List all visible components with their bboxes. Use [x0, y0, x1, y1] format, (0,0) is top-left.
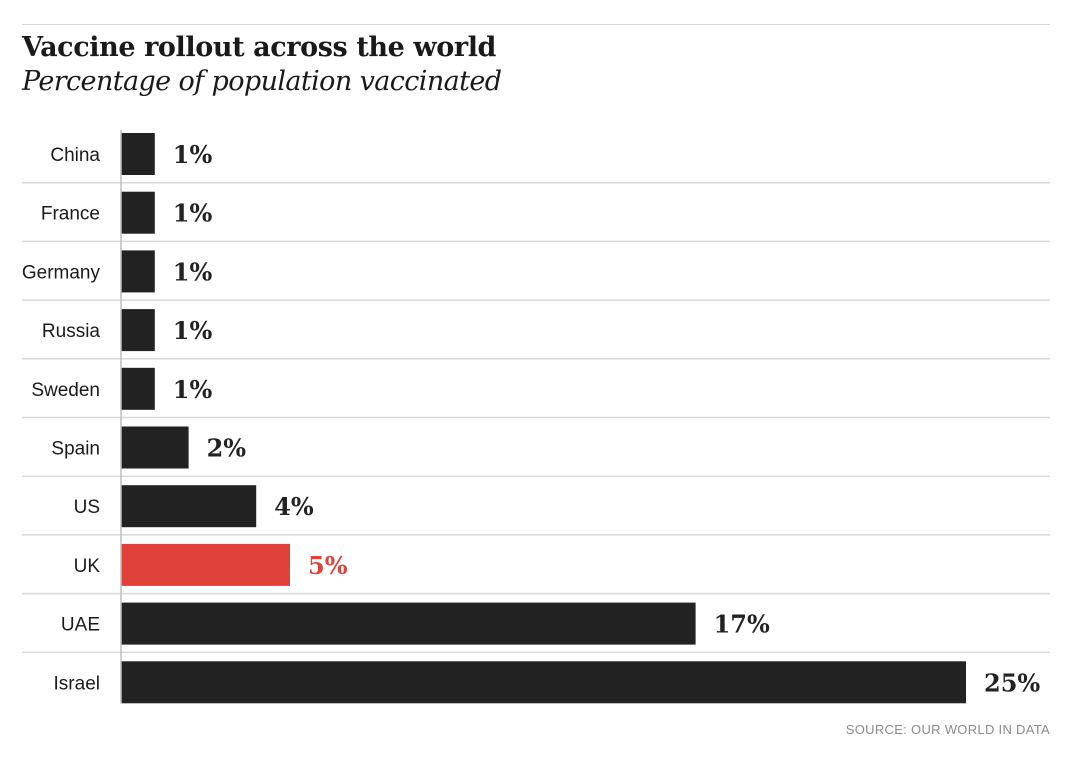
- bar: [121, 367, 155, 410]
- bar: [121, 191, 155, 234]
- value-label: 1%: [173, 375, 213, 404]
- value-label: 1%: [173, 316, 213, 345]
- category-label: Russia: [42, 321, 101, 342]
- bar: [121, 426, 189, 469]
- bar-highlight: [121, 543, 290, 586]
- category-label: US: [74, 497, 100, 518]
- top-rule: [22, 24, 1050, 25]
- bar: [121, 485, 257, 528]
- category-label: Sweden: [31, 380, 100, 401]
- value-label: 4%: [274, 492, 314, 521]
- value-label: 1%: [173, 140, 213, 169]
- category-label: China: [50, 145, 100, 166]
- category-label: France: [41, 204, 100, 225]
- chart-subtitle: Percentage of population vaccinated: [22, 66, 502, 97]
- chart-title: Vaccine rollout across the world: [22, 32, 497, 63]
- value-label: 25%: [984, 668, 1040, 697]
- bar: [121, 133, 155, 175]
- value-label: 1%: [173, 257, 213, 286]
- value-label: 17%: [714, 610, 770, 639]
- category-label: UAE: [61, 615, 100, 636]
- category-label: Israel: [54, 673, 100, 694]
- value-label: 1%: [173, 199, 213, 228]
- value-label: 5%: [308, 551, 348, 580]
- bar: [121, 250, 155, 293]
- bar: [121, 602, 696, 645]
- value-label: 2%: [207, 434, 247, 463]
- category-label: UK: [74, 556, 101, 577]
- category-label: Spain: [51, 439, 100, 460]
- bar: [121, 309, 155, 352]
- source-note: SOURCE: OUR WORLD IN DATA: [845, 722, 1050, 737]
- bar: [121, 661, 966, 704]
- category-label: Germany: [22, 262, 101, 283]
